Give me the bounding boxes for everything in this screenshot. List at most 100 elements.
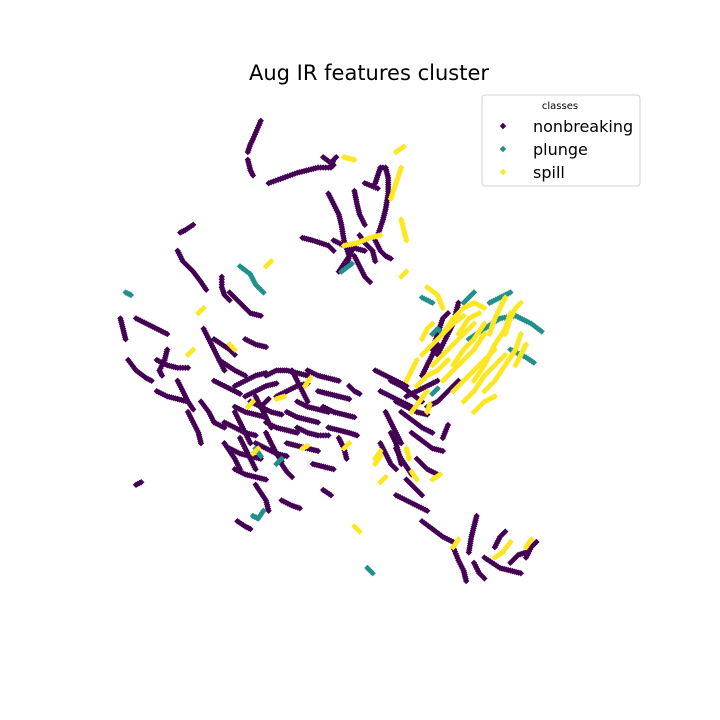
point-nonbreaking bbox=[327, 492, 335, 499]
point-nonbreaking bbox=[122, 336, 129, 343]
legend-marker-nonbreaking bbox=[499, 122, 507, 130]
point-spill bbox=[522, 341, 530, 348]
point-spill bbox=[249, 398, 257, 405]
point-spill bbox=[405, 455, 413, 462]
point-nonbreaking bbox=[236, 299, 244, 306]
point-nonbreaking bbox=[278, 411, 285, 418]
point-nonbreaking bbox=[330, 466, 337, 473]
plot-area bbox=[117, 117, 592, 585]
point-nonbreaking bbox=[184, 263, 192, 270]
point-nonbreaking bbox=[314, 419, 322, 426]
point-plunge bbox=[434, 385, 441, 392]
series-nonbreaking bbox=[117, 117, 540, 585]
point-nonbreaking bbox=[234, 518, 241, 525]
point-spill bbox=[452, 540, 459, 547]
point-nonbreaking bbox=[533, 538, 540, 546]
point-nonbreaking bbox=[356, 390, 363, 397]
point-nonbreaking bbox=[444, 421, 452, 429]
point-nonbreaking bbox=[439, 447, 446, 455]
point-spill bbox=[413, 476, 420, 483]
point-nonbreaking bbox=[481, 554, 488, 561]
point-nonbreaking bbox=[444, 310, 452, 317]
point-nonbreaking bbox=[422, 521, 430, 528]
point-spill bbox=[377, 453, 384, 460]
point-spill bbox=[493, 553, 500, 560]
point-nonbreaking bbox=[361, 221, 368, 228]
point-nonbreaking bbox=[158, 372, 166, 379]
point-nonbreaking bbox=[148, 377, 155, 384]
point-spill bbox=[304, 442, 311, 449]
point-spill bbox=[255, 445, 262, 452]
point-nonbreaking bbox=[221, 367, 228, 374]
point-nonbreaking bbox=[279, 174, 287, 182]
point-spill bbox=[502, 294, 509, 301]
point-nonbreaking bbox=[257, 312, 264, 319]
point-plunge bbox=[528, 320, 535, 327]
legend-title: classes bbox=[542, 101, 578, 112]
point-plunge bbox=[429, 299, 436, 306]
point-nonbreaking bbox=[138, 479, 145, 486]
point-spill bbox=[377, 447, 384, 455]
point-nonbreaking bbox=[247, 440, 254, 447]
point-nonbreaking bbox=[366, 278, 374, 286]
point-nonbreaking bbox=[236, 390, 244, 397]
point-spill bbox=[505, 540, 513, 548]
point-spill bbox=[307, 375, 314, 382]
point-spill bbox=[403, 268, 410, 275]
point-nonbreaking bbox=[254, 124, 262, 131]
point-nonbreaking bbox=[236, 466, 244, 473]
point-nonbreaking bbox=[274, 176, 282, 183]
point-spill bbox=[437, 471, 444, 478]
point-plunge bbox=[519, 315, 526, 323]
point-nonbreaking bbox=[262, 476, 270, 483]
point-nonbreaking bbox=[240, 521, 247, 529]
series-spill bbox=[184, 143, 535, 561]
point-spill bbox=[512, 304, 519, 312]
point-spill bbox=[514, 303, 521, 310]
point-nonbreaking bbox=[427, 524, 434, 531]
point-spill bbox=[382, 473, 389, 481]
chart-title: Aug IR features cluster bbox=[249, 61, 489, 85]
legend-entries: nonbreaking plunge spill bbox=[499, 117, 633, 182]
point-spill bbox=[190, 346, 197, 353]
point-nonbreaking bbox=[203, 286, 210, 293]
point-spill bbox=[429, 320, 436, 327]
point-spill bbox=[351, 156, 358, 163]
point-spill bbox=[400, 143, 407, 150]
point-nonbreaking bbox=[403, 382, 410, 390]
point-nonbreaking bbox=[392, 466, 400, 473]
point-spill bbox=[476, 310, 483, 317]
point-nonbreaking bbox=[190, 406, 197, 413]
point-nonbreaking bbox=[252, 432, 259, 439]
point-spill bbox=[450, 544, 457, 551]
point-spill bbox=[481, 330, 488, 338]
point-plunge bbox=[127, 291, 134, 299]
point-spill bbox=[346, 440, 353, 447]
point-nonbreaking bbox=[238, 520, 245, 527]
point-spill bbox=[500, 547, 508, 554]
point-nonbreaking bbox=[502, 528, 509, 535]
point-spill bbox=[377, 232, 384, 239]
point-plunge bbox=[514, 313, 522, 321]
point-spill bbox=[444, 356, 452, 364]
point-spill bbox=[186, 349, 193, 357]
point-nonbreaking bbox=[346, 395, 353, 403]
point-nonbreaking bbox=[265, 507, 272, 514]
point-nonbreaking bbox=[434, 377, 441, 384]
point-nonbreaking bbox=[177, 229, 184, 236]
point-nonbreaking bbox=[481, 575, 488, 582]
point-nonbreaking bbox=[351, 414, 358, 421]
point-spill bbox=[231, 346, 238, 353]
point-nonbreaking bbox=[330, 161, 337, 169]
legend-label-plunge: plunge bbox=[533, 140, 588, 159]
point-spill bbox=[470, 320, 478, 327]
point-nonbreaking bbox=[455, 299, 462, 306]
point-spill bbox=[528, 536, 535, 543]
point-nonbreaking bbox=[476, 570, 483, 577]
point-plunge bbox=[348, 260, 355, 267]
point-nonbreaking bbox=[424, 507, 431, 514]
point-spill bbox=[511, 348, 518, 355]
point-spill bbox=[455, 536, 462, 543]
point-nonbreaking bbox=[353, 432, 361, 439]
